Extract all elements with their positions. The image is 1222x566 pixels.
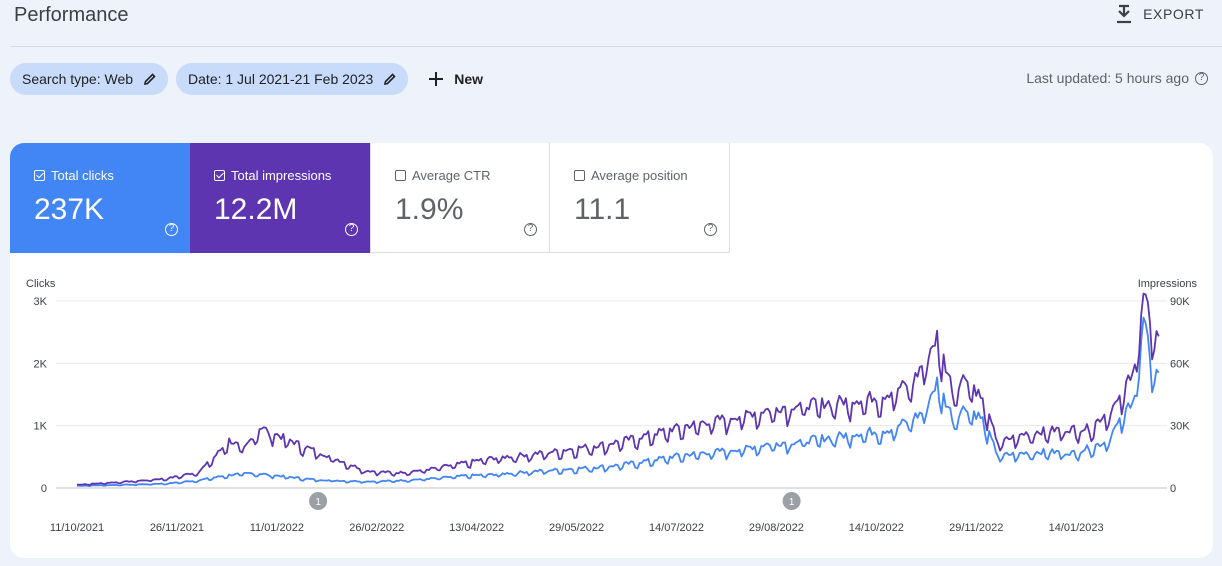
- right-tick-label: 0: [1170, 483, 1176, 495]
- performance-card: Total clicks 237K ? Total impressions 12…: [10, 143, 1213, 558]
- help-icon[interactable]: ?: [524, 223, 537, 236]
- search-type-label: Search type: Web: [22, 71, 134, 87]
- checkbox-icon[interactable]: [395, 170, 406, 181]
- x-tick-label: 14/01/2023: [1049, 522, 1104, 534]
- annotation-marker[interactable]: [309, 492, 328, 510]
- series-line-total-clicks: [76, 316, 1160, 487]
- pencil-icon: [384, 73, 396, 86]
- new-filter-button[interactable]: New: [428, 71, 483, 87]
- metric-label: Average position: [574, 168, 688, 183]
- metric-average-position[interactable]: Average position 11.1 ?: [550, 143, 730, 253]
- help-icon[interactable]: ?: [165, 223, 178, 236]
- right-tick-label: 90K: [1170, 296, 1190, 308]
- annotation-marker[interactable]: [782, 492, 801, 510]
- filter-bar: Search type: Web Date: 1 Jul 2021-21 Feb…: [10, 63, 483, 95]
- checkbox-icon[interactable]: [214, 170, 225, 181]
- checkbox-icon[interactable]: [574, 170, 585, 181]
- x-tick-label: 11/10/2021: [50, 522, 104, 534]
- metric-label: Average CTR: [395, 168, 491, 183]
- x-tick-label: 29/05/2022: [549, 522, 604, 534]
- help-icon[interactable]: ?: [1195, 71, 1208, 85]
- left-tick-label: 1K: [34, 421, 48, 433]
- performance-chart[interactable]: Clicks Impressions 3K 90K 2K 60K 1K 30K 0 0 11/10/…: [10, 143, 1213, 558]
- checkbox-icon[interactable]: [34, 170, 45, 181]
- page-title: Performance: [14, 4, 129, 26]
- metric-total-impressions[interactable]: Total impressions 12.2M ?: [190, 143, 370, 253]
- plus-icon: [429, 72, 444, 86]
- metric-total-clicks[interactable]: Total clicks 237K ?: [10, 143, 190, 253]
- annotation-label: 1: [315, 497, 321, 508]
- left-tick-label: 2K: [34, 358, 48, 370]
- metric-label-text: Total impressions: [231, 168, 332, 183]
- export-button[interactable]: EXPORT: [1115, 4, 1204, 24]
- metric-value: 11.1: [574, 193, 631, 226]
- metric-average-ctr[interactable]: Average CTR 1.9% ?: [370, 143, 550, 253]
- metric-label: Total impressions: [214, 168, 331, 183]
- metric-label-text: Average position: [591, 168, 688, 183]
- left-tick-label: 3K: [34, 296, 48, 308]
- date-range-label: Date: 1 Jul 2021-21 Feb 2023: [188, 71, 374, 87]
- help-icon[interactable]: ?: [704, 223, 717, 236]
- x-tick-label: 29/08/2022: [749, 522, 804, 534]
- metric-value: 237K: [34, 193, 105, 226]
- download-icon: [1117, 4, 1132, 24]
- annotation-label: 1: [789, 497, 795, 508]
- new-filter-label: New: [454, 71, 484, 87]
- x-tick-label: 29/11/2022: [949, 522, 1003, 534]
- metric-label: Total clicks: [34, 168, 114, 183]
- metric-value: 1.9%: [395, 193, 464, 226]
- x-tick-label: 26/02/2022: [349, 522, 404, 534]
- series-line-total-impressions: [76, 292, 1160, 486]
- metric-label-text: Total clicks: [51, 168, 114, 183]
- pencil-icon: [144, 73, 156, 86]
- right-axis-title: Impressions: [1138, 278, 1198, 290]
- export-label: EXPORT: [1143, 6, 1204, 22]
- x-tick-label: 13/04/2022: [449, 522, 504, 534]
- right-tick-label: 30K: [1170, 421, 1190, 433]
- x-tick-label: 14/07/2022: [649, 522, 704, 534]
- search-type-chip[interactable]: Search type: Web: [10, 63, 169, 95]
- x-tick-label: 14/10/2022: [849, 522, 904, 534]
- page-header: Performance EXPORT: [0, 0, 1222, 46]
- left-axis-title: Clicks: [26, 278, 56, 290]
- metric-value: 12.2M: [214, 193, 298, 226]
- date-range-chip[interactable]: Date: 1 Jul 2021-21 Feb 2023: [176, 63, 409, 95]
- header-divider: [10, 46, 1222, 47]
- x-tick-label: 26/11/2021: [150, 522, 204, 534]
- metric-label-text: Average CTR: [412, 168, 491, 183]
- left-tick-label: 0: [41, 483, 47, 495]
- last-updated: Last updated: 5 hours ago ?: [1026, 70, 1208, 86]
- last-updated-text: Last updated: 5 hours ago: [1026, 70, 1189, 86]
- right-tick-label: 60K: [1170, 358, 1190, 370]
- x-tick-label: 11/01/2022: [250, 522, 304, 534]
- help-icon[interactable]: ?: [345, 223, 358, 236]
